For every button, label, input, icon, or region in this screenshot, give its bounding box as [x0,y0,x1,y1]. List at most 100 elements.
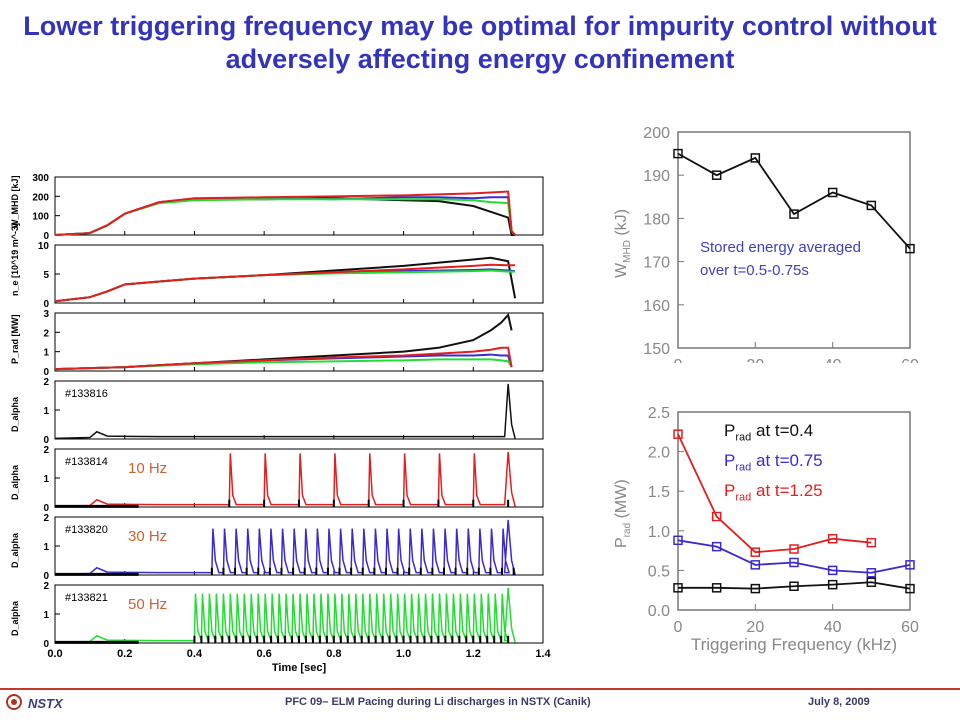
y-tick-label: 2.5 [648,405,670,422]
x-tick-label: 1.4 [535,648,551,660]
data-point [905,560,915,570]
x-tick-label: 60 [901,619,919,636]
series-line [677,433,872,554]
data-point [905,583,915,594]
y-tick-label: 0 [43,503,49,514]
x-tick-label: 1.2 [466,648,481,660]
y-tick-label: 0 [43,367,49,378]
data-point [789,209,799,219]
shot-number: #133820 [65,524,108,536]
data-point [673,148,683,159]
dalpha-trace [54,451,516,508]
y-tick-label: 2 [43,581,49,592]
y-tick-label: 2 [43,513,49,524]
wmhd-vs-frequency-chart: 150 160 170 180 190 200 0 20 40 60 WMHD (kJ) [613,125,919,363]
y-tick-label: 2.0 [648,445,670,462]
panel-frame [54,176,544,236]
slide-title: Lower triggering frequency may be optima… [23,11,937,74]
x-tick-label: 0.6 [256,648,271,660]
y-tick-label: 1 [43,406,49,417]
x-tick-label: 0.4 [187,648,203,660]
panel-y-label: D_alpha [10,464,20,500]
panel-y-label: P_rad [MW] [10,314,20,364]
y-tick-label: 200 [32,192,49,203]
y-tick-label: 160 [643,298,670,315]
data-point [673,583,683,593]
y-tick-label: 3 [43,309,49,320]
series-line [677,152,911,250]
trace-green [54,198,516,236]
y-tick-label: 1.5 [648,484,670,501]
y-tick-label: 0 [43,639,49,650]
panel-y-label: n_e [10^19 m^-3] [10,223,20,296]
annotation-line-1: Stored energy averaged [700,239,861,256]
annotation-line-2: over t=0.5-0.75s [700,262,809,279]
shot-number: #133816 [65,388,108,400]
x-tick-label: 1.0 [396,648,411,660]
y-tick-label: 0 [43,299,49,310]
data-point [750,583,761,594]
freq-label-10hz: 10 Hz [128,460,168,477]
data-point [866,568,877,578]
y-tick-label: 10 [38,241,50,252]
x-axis-label: Time [sec] [272,662,327,674]
freq-label-30hz: 30 Hz [128,528,168,545]
y-tick-label: 1 [43,542,49,553]
data-point [711,541,722,552]
y-tick-label: 1 [43,348,49,359]
data-point [789,581,799,591]
y-tick-label: 1 [43,474,49,485]
data-point [789,544,799,554]
panel-y-label: D_alpha [10,532,20,568]
y-tick-label: 100 [32,212,49,223]
y-tick-label: 150 [643,341,670,358]
x-axis-label: Triggering Frequency (kHz) [691,635,897,654]
y-tick-label: 190 [643,168,670,185]
x-tick-label: 40 [824,619,842,636]
data-point [827,579,838,590]
data-point [789,557,799,568]
y-tick-label: 0.5 [648,563,670,580]
y-tick-label: 0 [43,231,49,242]
trace-red [54,346,513,371]
footer-center: PFC 09– ELM Pacing during Li discharges … [285,696,591,708]
data-point [750,560,761,570]
trace-black [54,197,516,236]
data-point [711,583,722,593]
legend-prad-t125: Prad at t=1.25 [724,481,823,504]
panel-y-label: W_MHD [kJ] [10,175,20,228]
x-tick-label: 0.0 [47,648,62,660]
y-tick-label: 180 [643,211,670,228]
x-tick-label: 0 [674,619,683,636]
panel-y-label: D_alpha [10,600,20,636]
panel-frame [54,312,544,372]
plot-frame [677,411,911,611]
y-tick-label: 300 [32,173,49,184]
trace-red [54,190,516,236]
y-tick-label: 1 [43,610,49,621]
x-tick-label: 20 [746,619,764,636]
x-tick-label: 0 [674,357,683,363]
dalpha-trace [54,587,516,644]
y-tick-label: 2 [43,328,49,339]
y-tick-label: 1.0 [648,524,670,541]
prad-vs-frequency-chart: 0.0 0.5 1.0 1.5 2.0 2.5 0 20 40 60 Prad (MW) Trigge… [613,405,919,654]
dalpha-trace [54,519,516,576]
x-tick-label: 0.8 [326,648,341,660]
legend-prad-t04: Prad at t=0.4 [724,421,814,444]
freq-label-50hz: 50 Hz [128,596,168,613]
data-point [866,537,877,548]
legend-prad-t075: Prad at t=0.75 [724,451,823,474]
data-point [750,153,761,163]
shot-number: #133821 [65,592,108,604]
y-tick-label: 0 [43,571,49,582]
data-point [866,577,877,588]
trace-black [54,256,517,303]
y-tick-label: 0 [43,435,49,446]
data-point [711,170,722,180]
y-tick-label: 2 [43,445,49,456]
data-point [827,533,838,544]
panel-y-label: D_alpha [10,396,20,432]
shot-number: #133814 [65,456,108,468]
